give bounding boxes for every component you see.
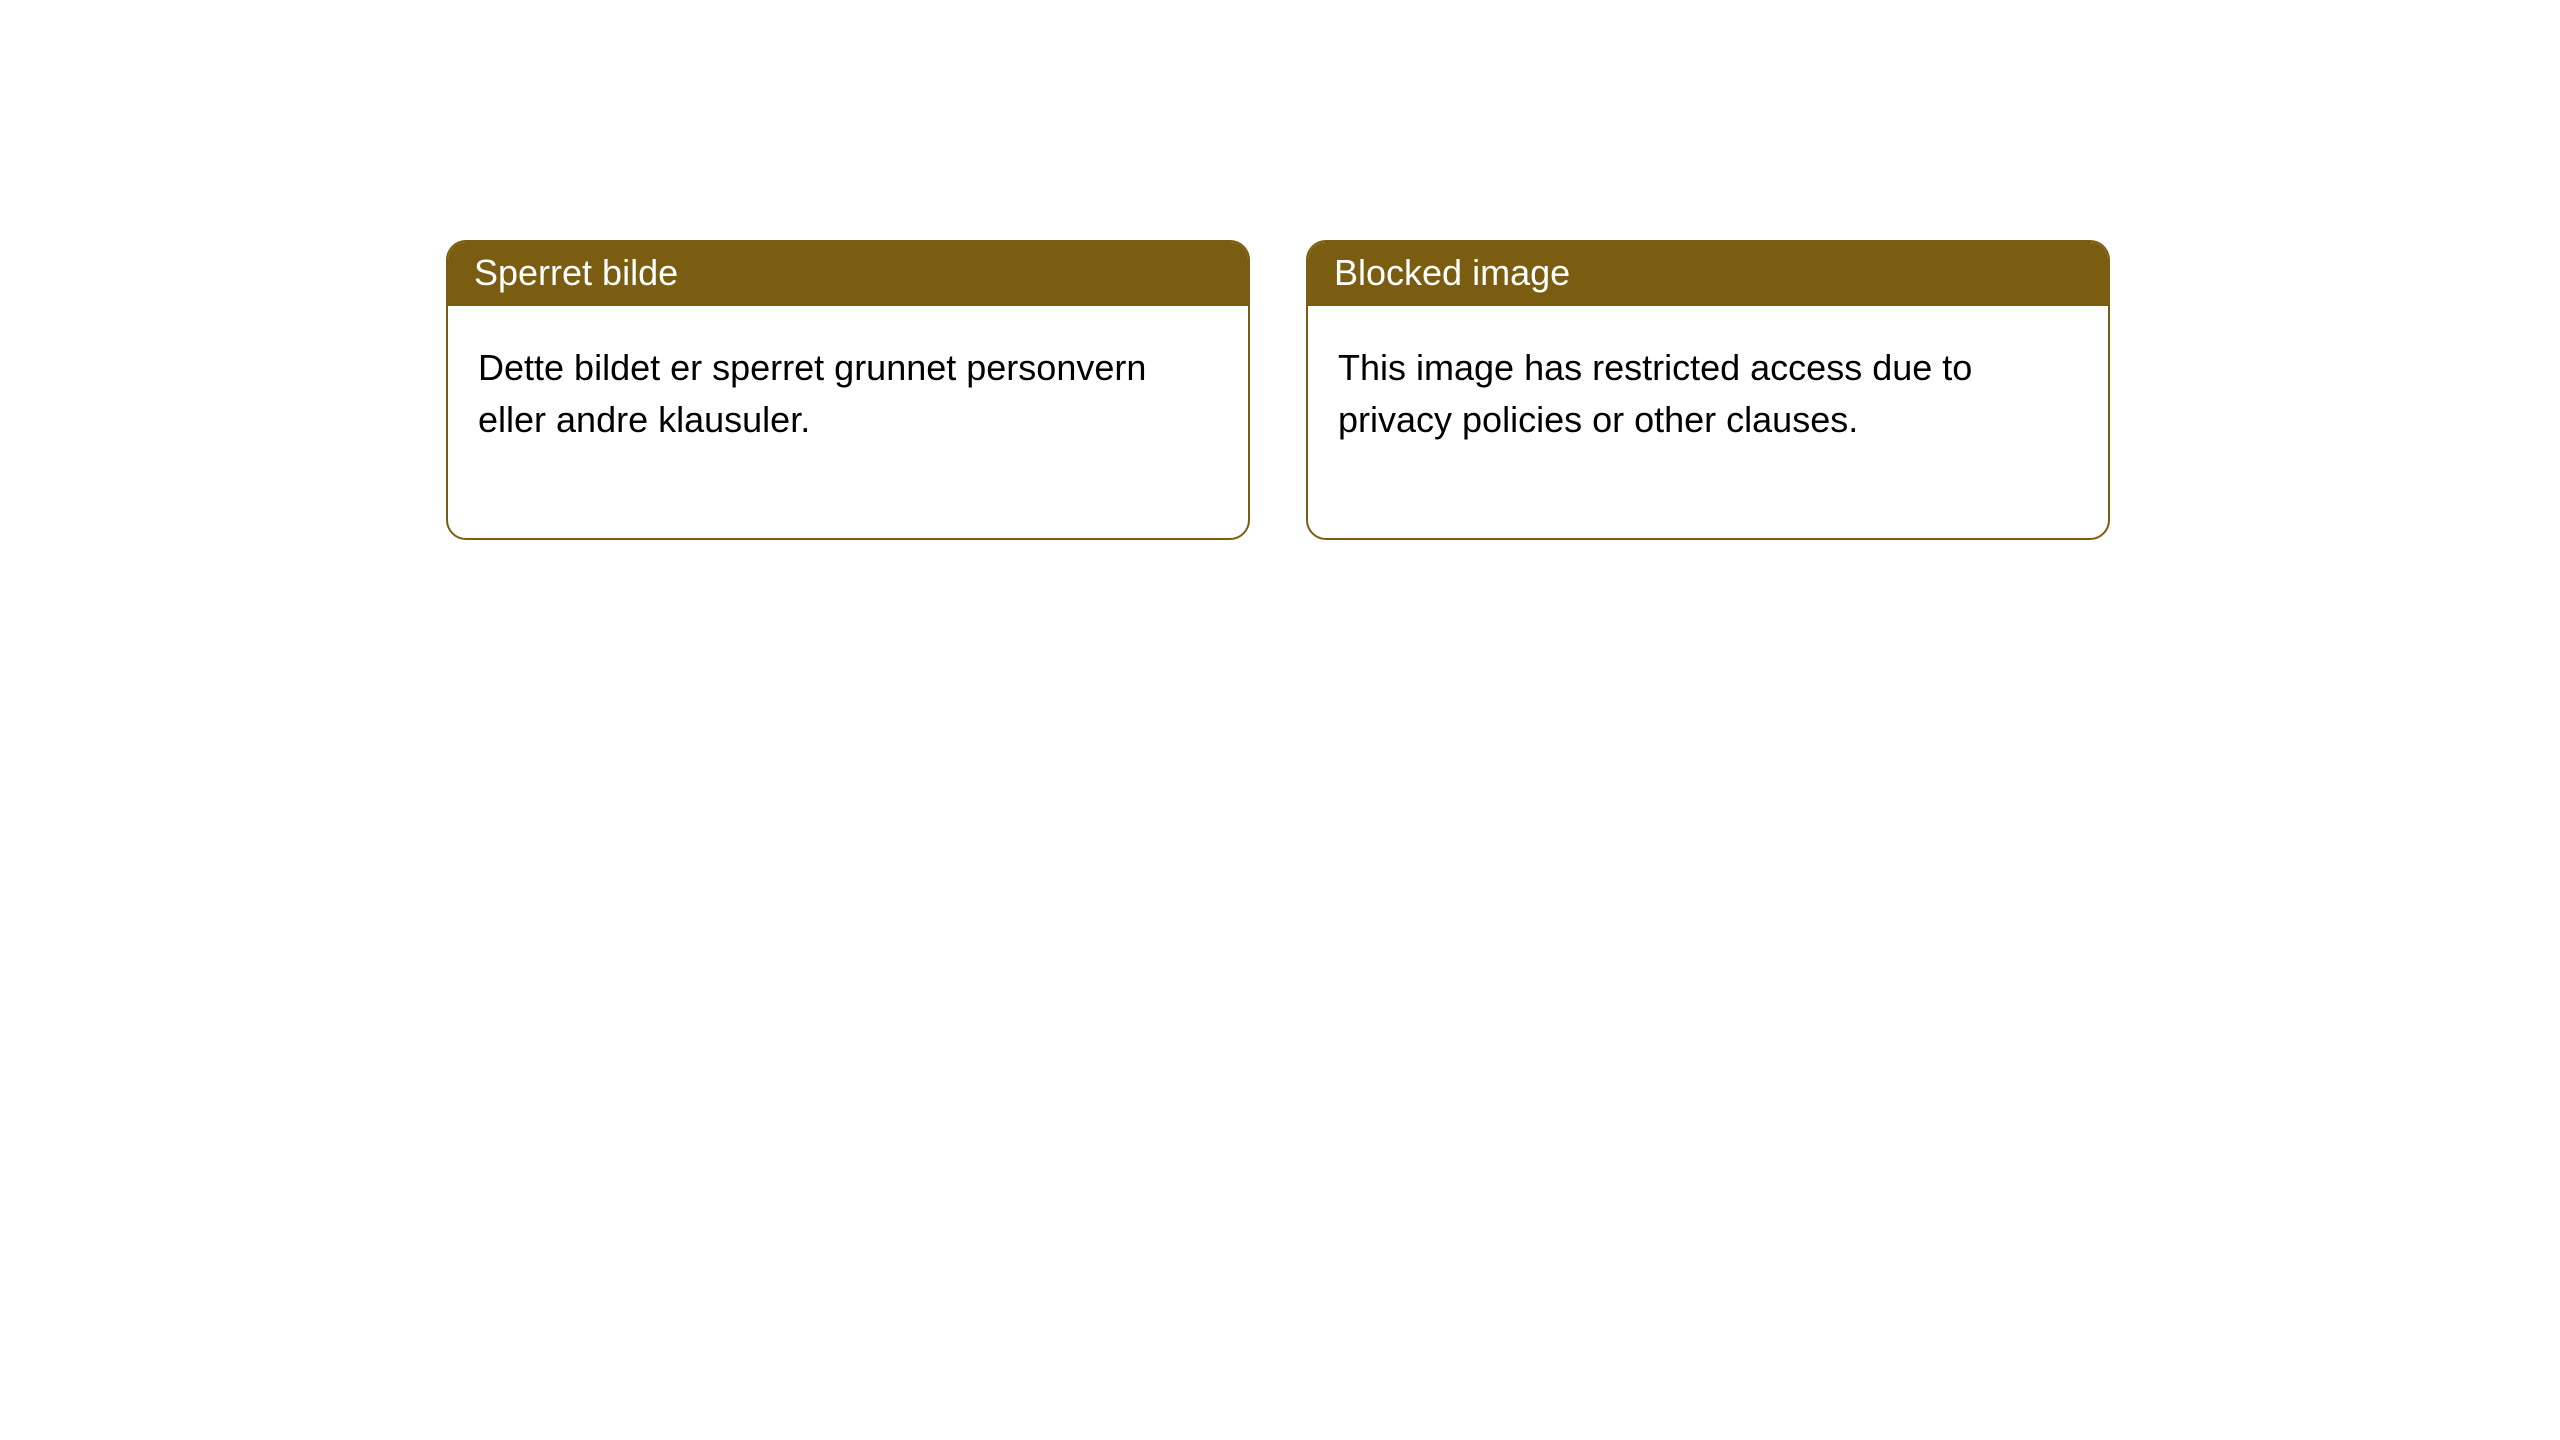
card-body-no: Dette bildet er sperret grunnet personve…: [448, 306, 1248, 538]
notice-container: Sperret bilde Dette bildet er sperret gr…: [0, 0, 2560, 540]
card-header-no: Sperret bilde: [448, 242, 1248, 306]
card-header-en: Blocked image: [1308, 242, 2108, 306]
blocked-image-card-no: Sperret bilde Dette bildet er sperret gr…: [446, 240, 1250, 540]
blocked-image-card-en: Blocked image This image has restricted …: [1306, 240, 2110, 540]
card-body-en: This image has restricted access due to …: [1308, 306, 2108, 538]
